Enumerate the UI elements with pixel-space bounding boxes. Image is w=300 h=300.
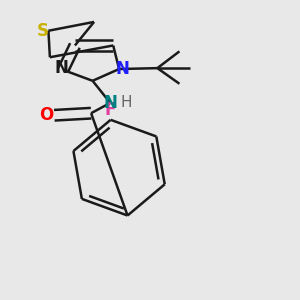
Text: O: O	[39, 106, 53, 124]
Text: N: N	[55, 59, 69, 77]
Text: F: F	[105, 101, 116, 119]
Text: N: N	[103, 94, 117, 112]
Text: S: S	[37, 22, 49, 40]
Text: N: N	[116, 60, 130, 78]
Text: H: H	[121, 95, 132, 110]
